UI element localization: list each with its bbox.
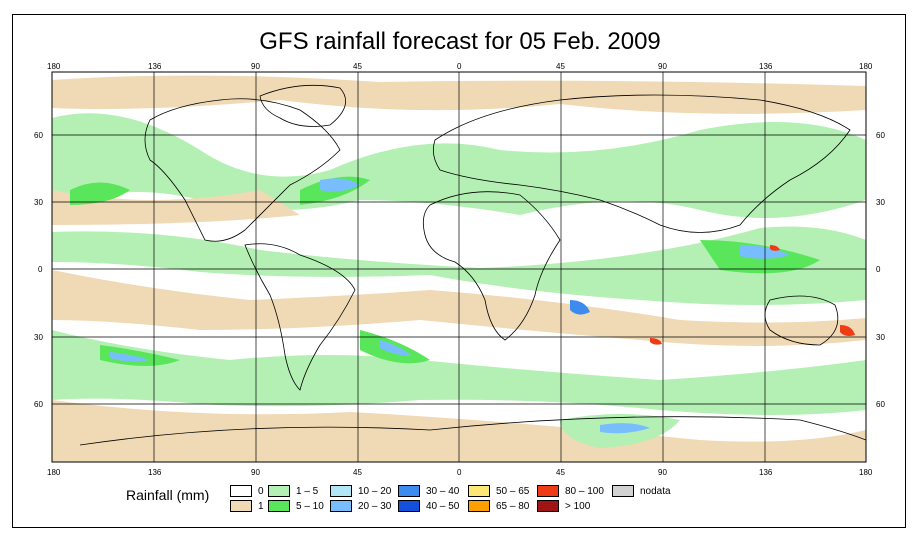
right-tick-label: 30 [876, 333, 885, 342]
legend-item: > 100 [537, 500, 590, 512]
legend-label: 1 [258, 500, 264, 512]
top-tick-label: 45 [556, 62, 565, 71]
legend-label: 40 – 50 [426, 500, 460, 512]
legend-item: 50 – 65 [468, 485, 529, 497]
legend-swatch [330, 500, 352, 512]
bottom-lon-ticks: 180 136 90 45 0 45 90 136 180 [47, 468, 873, 477]
legend-label: > 100 [565, 500, 591, 512]
bottom-tick-label: 136 [759, 468, 773, 477]
legend-label: 80 – 100 [565, 485, 604, 497]
legend-title: Rainfall (mm) [126, 487, 210, 503]
legend-swatch [230, 485, 252, 497]
right-tick-label: 60 [876, 131, 885, 140]
legend-swatch [612, 485, 634, 497]
legend-item: 80 – 100 [537, 485, 604, 497]
legend-label: 5 – 10 [296, 500, 324, 512]
right-tick-label: 0 [876, 265, 881, 274]
left-tick-label: 0 [38, 265, 43, 274]
legend-item: 40 – 50 [398, 500, 459, 512]
legend-swatch [330, 485, 352, 497]
legend-label: nodata [640, 485, 671, 497]
legend-label: 20 – 30 [358, 500, 392, 512]
bottom-tick-label: 90 [658, 468, 667, 477]
legend-label: 65 – 80 [496, 500, 530, 512]
legend-label: 0 [258, 485, 264, 497]
legend-item: 0 [230, 485, 264, 497]
legend-swatch [230, 500, 252, 512]
figure-frame [12, 14, 906, 528]
legend-swatch [537, 500, 559, 512]
legend-item: 1 – 5 [268, 485, 318, 497]
right-tick-label: 60 [876, 400, 885, 409]
legend-swatch [268, 485, 290, 497]
left-tick-label: 60 [34, 400, 43, 409]
legend-item: 1 [230, 500, 264, 512]
legend-swatch [537, 485, 559, 497]
legend-label: 30 – 40 [426, 485, 460, 497]
legend-label: 50 – 65 [496, 485, 530, 497]
right-lat-ticks: 60 30 0 30 60 [876, 131, 885, 409]
top-tick-label: 136 [759, 62, 773, 71]
map-border [51, 71, 867, 463]
legend-item: 65 – 80 [468, 500, 529, 512]
legend-item: 30 – 40 [398, 485, 459, 497]
legend-label: 10 – 20 [358, 485, 392, 497]
bottom-tick-label: 90 [251, 468, 260, 477]
bottom-tick-label: 0 [457, 468, 462, 477]
legend-swatch [468, 500, 490, 512]
legend-item: 20 – 30 [330, 500, 391, 512]
legend-item: 10 – 20 [330, 485, 391, 497]
legend-swatch [468, 485, 490, 497]
top-tick-label: 90 [658, 62, 667, 71]
right-tick-label: 30 [876, 198, 885, 207]
top-tick-label: 136 [148, 62, 162, 71]
bottom-tick-label: 45 [353, 468, 362, 477]
left-tick-label: 60 [34, 131, 43, 140]
left-lat-ticks: 60 30 0 30 60 [34, 131, 43, 409]
top-lon-ticks: 180 136 90 45 0 45 90 136 180 [47, 62, 873, 71]
legend-label: 1 – 5 [296, 485, 319, 497]
coastlines [79, 84, 866, 446]
graticule [52, 72, 866, 462]
legend-swatch [398, 485, 420, 497]
bottom-tick-label: 45 [556, 468, 565, 477]
legend-item: nodata [612, 485, 671, 497]
top-tick-label: 180 [47, 62, 61, 71]
legend-swatch [398, 500, 420, 512]
legend-item: 5 – 10 [268, 500, 324, 512]
bottom-tick-label: 180 [859, 468, 873, 477]
top-tick-label: 90 [251, 62, 260, 71]
left-tick-label: 30 [34, 198, 43, 207]
bottom-tick-label: 136 [148, 468, 162, 477]
top-tick-label: 45 [353, 62, 362, 71]
top-tick-label: 180 [859, 62, 873, 71]
bottom-tick-label: 180 [47, 468, 61, 477]
map-title: GFS rainfall forecast for 05 Feb. 2009 [259, 28, 661, 55]
legend-swatch [268, 500, 290, 512]
top-tick-label: 0 [457, 62, 462, 71]
left-tick-label: 30 [34, 333, 43, 342]
